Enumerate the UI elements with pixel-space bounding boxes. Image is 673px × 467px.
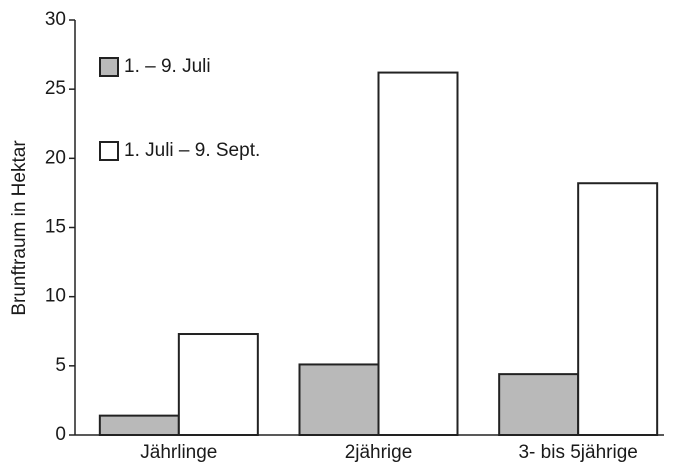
y-tick-label: 10 xyxy=(45,286,66,307)
legend-label: 1. Juli – 9. Sept. xyxy=(124,140,260,161)
y-tick-label: 30 xyxy=(45,9,66,30)
y-tick-label: 5 xyxy=(55,355,66,376)
bar xyxy=(177,333,259,436)
y-tick-label: 20 xyxy=(45,147,66,168)
x-tick-label: 2jährige xyxy=(345,442,413,463)
y-tick-label: 15 xyxy=(45,217,66,238)
y-tick-label: 25 xyxy=(45,78,66,99)
legend-label: 1. – 9. Juli xyxy=(124,56,211,77)
y-axis-label: Brunftraum in Hektar xyxy=(9,140,30,316)
x-tick-label: 3- bis 5jährige xyxy=(518,442,637,463)
bar xyxy=(98,414,180,436)
bar xyxy=(298,363,380,437)
y-tick-label: 0 xyxy=(55,424,66,445)
bar xyxy=(577,182,659,436)
bar xyxy=(377,71,459,436)
legend-swatch xyxy=(99,141,119,161)
x-tick-label: Jährlinge xyxy=(140,442,217,463)
legend-swatch xyxy=(99,57,119,77)
bar xyxy=(498,373,580,436)
